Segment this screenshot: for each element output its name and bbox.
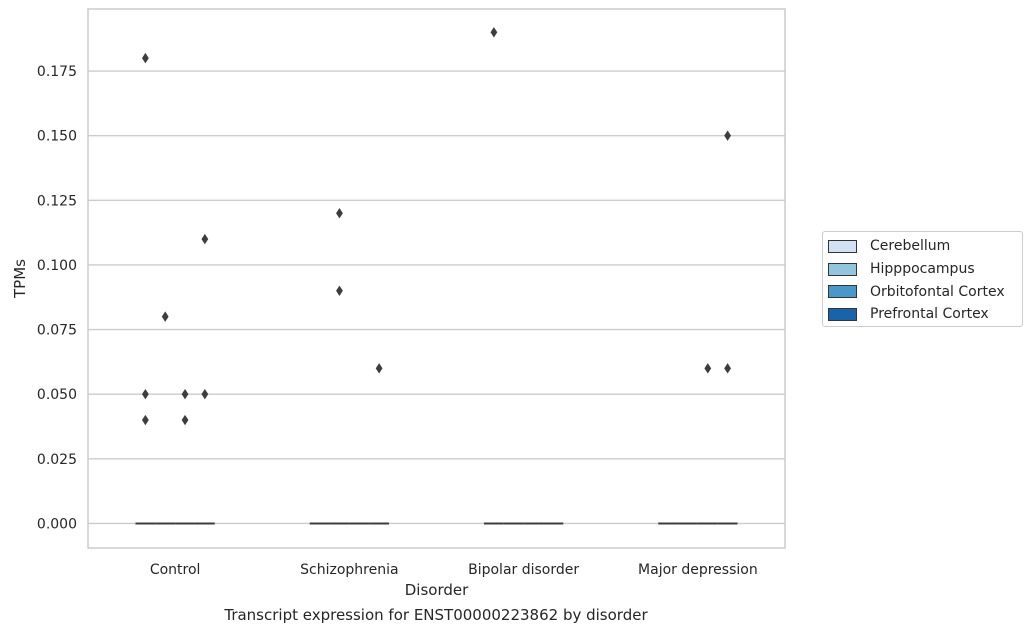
outlier-point	[375, 363, 383, 374]
outlier-point	[336, 208, 343, 219]
y-tick-label: 0.175	[37, 64, 77, 80]
outlier-point	[161, 311, 169, 322]
legend-item-orbitofrontal-cortex: Orbitofontal Cortex	[828, 280, 1016, 303]
outlier-point	[141, 52, 149, 64]
outlier-point	[336, 285, 343, 296]
outlier-point	[724, 130, 732, 141]
legend-label-prefrontal-cortex: Prefrontal Cortex	[870, 306, 989, 323]
outlier-point	[181, 388, 189, 400]
x-tick-label: Control	[150, 562, 201, 578]
y-axis-ticks: 0.000 0.025 0.050 0.075 0.100 0.125 0.150 0.175	[37, 64, 77, 532]
legend: Cerebellum Hipppocampus Orbitofontal Cor…	[822, 231, 1023, 327]
legend-label-orbitofrontal-cortex: Orbitofontal Cortex	[870, 283, 1005, 300]
legend-item-hippocampus: Hipppocampus	[828, 258, 1016, 281]
x-tick-label: Schizophrenia	[300, 562, 398, 578]
outlier-point	[724, 363, 732, 374]
x-axis-label: Disorder	[405, 581, 469, 599]
outlier-point	[704, 363, 712, 374]
y-tick-label: 0.125	[37, 193, 77, 209]
legend-swatch-prefrontal-cortex	[828, 307, 857, 321]
y-tick-label: 0.150	[37, 129, 77, 145]
grid-lines	[88, 70, 785, 525]
x-tick-label: Bipolar disorder	[468, 562, 579, 578]
outlier-point	[141, 388, 149, 400]
outlier-point	[201, 388, 209, 400]
y-tick-label: 0.000	[37, 516, 77, 532]
outlier-points	[141, 27, 732, 426]
y-axis-label: TPMs	[11, 259, 29, 299]
y-tick-label: 0.100	[37, 258, 77, 274]
y-tick-label: 0.050	[37, 387, 77, 403]
y-tick-label: 0.025	[37, 452, 77, 468]
legend-swatch-orbitofrontal-cortex	[828, 285, 857, 299]
legend-swatch-cerebellum	[828, 239, 857, 253]
y-tick-label: 0.075	[37, 323, 77, 339]
legend-item-cerebellum: Cerebellum	[828, 235, 1016, 258]
x-axis-ticks: Control Schizophrenia Bipolar disorder Majo…	[150, 562, 758, 578]
legend-item-prefrontal-cortex: Prefrontal Cortex	[828, 303, 1016, 326]
legend-swatch-hippocampus	[828, 262, 857, 276]
outlier-point	[201, 233, 209, 245]
legend-label-hippocampus: Hipppocampus	[870, 261, 975, 278]
x-tick-label: Major depression	[638, 562, 758, 578]
outlier-point	[490, 27, 498, 38]
outlier-point	[141, 414, 149, 426]
outlier-point	[181, 414, 189, 426]
legend-label-cerebellum: Cerebellum	[870, 238, 951, 255]
plot-frame	[87, 8, 786, 549]
figure-caption: Transcript expression for ENST0000022386…	[224, 606, 648, 624]
